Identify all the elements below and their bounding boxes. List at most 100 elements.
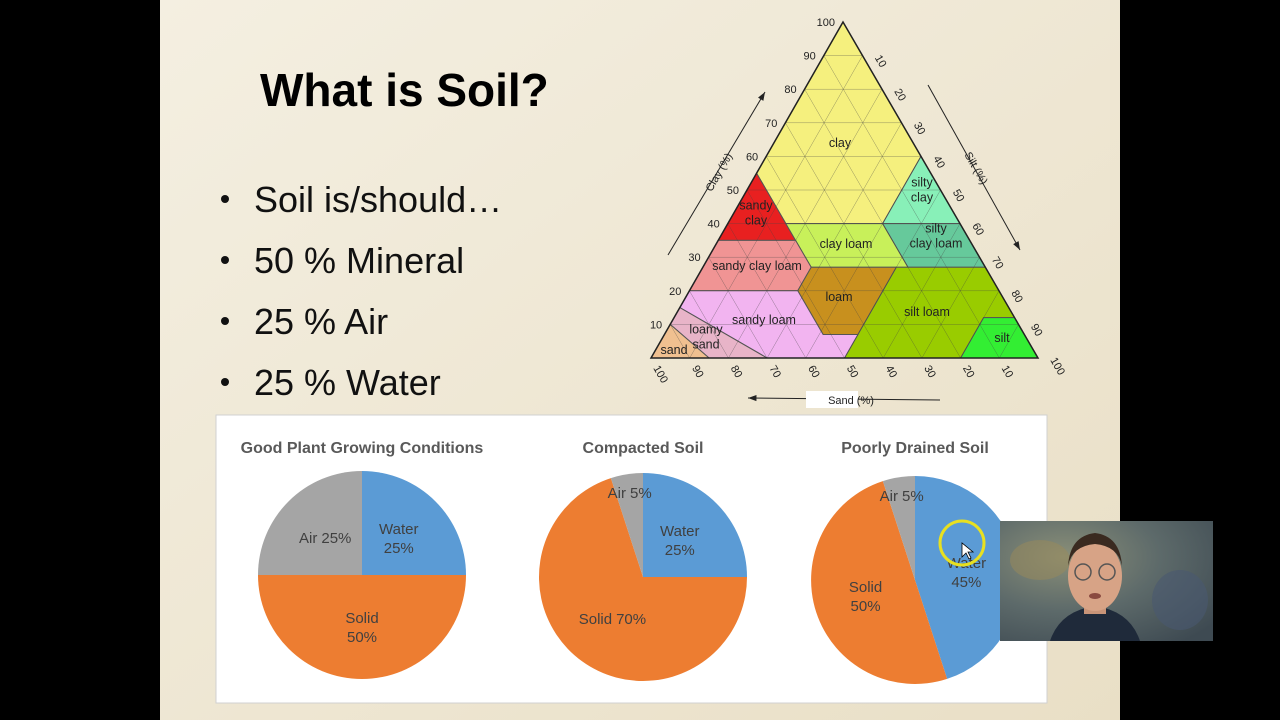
grid-line xyxy=(766,122,902,359)
grid-line xyxy=(921,257,980,359)
sand-tick-label: 70 xyxy=(767,364,784,381)
bullet-dot xyxy=(221,256,229,264)
clay-tick-label: 70 xyxy=(765,118,777,130)
bullet-dot xyxy=(221,195,229,203)
pie-label: Solid 50% xyxy=(849,579,882,615)
region-label: sandy loam xyxy=(732,313,796,327)
silt-tick-label: 60 xyxy=(969,221,986,238)
grid-line xyxy=(689,55,863,359)
bullet-text: 25 % Water xyxy=(254,362,441,403)
pie-title: Compacted Soil xyxy=(583,440,704,457)
clay-tick-label: 50 xyxy=(727,185,739,197)
pie-value-label: 5% xyxy=(630,485,652,502)
person-face xyxy=(1068,541,1122,611)
grid-line xyxy=(999,324,1019,359)
cursor-highlight xyxy=(938,519,986,567)
arrow-head xyxy=(1013,241,1020,250)
region-label: clay xyxy=(911,191,934,205)
pie-category: Solid xyxy=(579,611,612,628)
person-hair xyxy=(1068,533,1122,566)
wall-texture xyxy=(1152,570,1208,630)
clay-tick-label: 40 xyxy=(708,219,720,231)
pie-value-label: 25% xyxy=(384,540,414,557)
region-label: silty xyxy=(925,222,947,236)
silt-tick-label: 40 xyxy=(930,154,947,171)
clay-tick-label: 80 xyxy=(784,84,796,96)
grid-line xyxy=(689,290,729,359)
region-label: clay loam xyxy=(820,237,873,251)
bullet-text: 25 % Air xyxy=(254,301,388,342)
webcam-overlay xyxy=(1000,521,1213,641)
person-shirt xyxy=(1050,606,1140,641)
pie-value-label: 5% xyxy=(902,488,924,505)
grid-line xyxy=(765,156,884,359)
clay-tick-label: 60 xyxy=(746,151,758,163)
clay-tick-label: 20 xyxy=(669,286,681,298)
pie-value-label: 50% xyxy=(347,629,377,646)
pie-label: Solid 50% xyxy=(345,610,378,646)
glasses-lens xyxy=(1074,563,1092,581)
silt-tick-label: 70 xyxy=(989,255,1006,272)
pie-label: Solid 70% xyxy=(579,611,646,628)
axis-arrow xyxy=(927,84,1021,251)
pie-value-label: 45% xyxy=(951,574,981,591)
triangle-outline xyxy=(649,20,1040,359)
region-label: loam xyxy=(825,290,852,304)
region-label: clay xyxy=(829,136,852,150)
pie-slice xyxy=(539,478,747,681)
pie-slice xyxy=(610,473,643,577)
pie-slice xyxy=(811,481,948,684)
region-label: sand xyxy=(660,343,687,357)
region-label: sandy xyxy=(739,199,773,213)
mouse-cursor xyxy=(961,542,975,560)
region-label: clay xyxy=(745,214,768,228)
sand-tick-label: 90 xyxy=(689,364,706,381)
slide-title: What is Soil? xyxy=(260,64,549,116)
pie-category: Water xyxy=(379,521,418,538)
pie-title: Good Plant Growing Conditions xyxy=(241,440,484,457)
pie-label: Air 5% xyxy=(608,485,652,502)
pie-slice xyxy=(258,471,362,575)
pie-category: Water xyxy=(660,523,699,540)
region-label: silty xyxy=(911,176,933,190)
pie-value-label: 70% xyxy=(616,611,646,628)
sand-tick-label: 20 xyxy=(960,364,977,381)
clay-tick-label: 10 xyxy=(650,319,662,331)
grid-line xyxy=(708,257,768,359)
bullet-text: 50 % Mineral xyxy=(254,240,464,281)
grid-line xyxy=(804,89,961,359)
silt-tick-label: 80 xyxy=(1008,288,1025,305)
region-label: sandy clay loam xyxy=(712,259,802,273)
arrow-head xyxy=(748,395,757,402)
pie-slice xyxy=(882,476,915,580)
silt-tick-label: 30 xyxy=(911,120,928,137)
axis-label-bg xyxy=(806,391,858,408)
pie-title: Poorly Drained Soil xyxy=(841,440,989,457)
pie-value-label: 25% xyxy=(321,530,351,547)
grid-line xyxy=(746,189,845,359)
clay-tick-label: 90 xyxy=(804,51,816,63)
silt-tick-label: 10 xyxy=(872,53,889,70)
bullet-dot xyxy=(221,378,229,386)
region-label: sand xyxy=(692,338,719,352)
person-mouth xyxy=(1089,593,1101,599)
pie-category: Air xyxy=(880,488,898,505)
sand-tick-label: 10 xyxy=(999,364,1016,381)
sand-tick-label: 50 xyxy=(844,364,861,381)
pie-category: Air xyxy=(608,485,626,502)
region-label: clay loam xyxy=(910,237,963,251)
pie-category: Air xyxy=(299,530,317,547)
region-label: silt loam xyxy=(904,305,950,319)
region-label: silt xyxy=(994,331,1010,345)
sand-tick-label: 40 xyxy=(883,364,900,381)
pie-category: Solid xyxy=(345,610,378,627)
grid-line xyxy=(727,223,807,359)
pie-label: Water 25% xyxy=(660,523,699,559)
pie-value-label: 25% xyxy=(665,542,695,559)
sand-tick-label: 30 xyxy=(921,364,938,381)
wall-texture xyxy=(1010,540,1070,580)
grid-line xyxy=(785,122,923,359)
grid-line xyxy=(844,189,941,359)
arrow-head xyxy=(758,92,765,101)
